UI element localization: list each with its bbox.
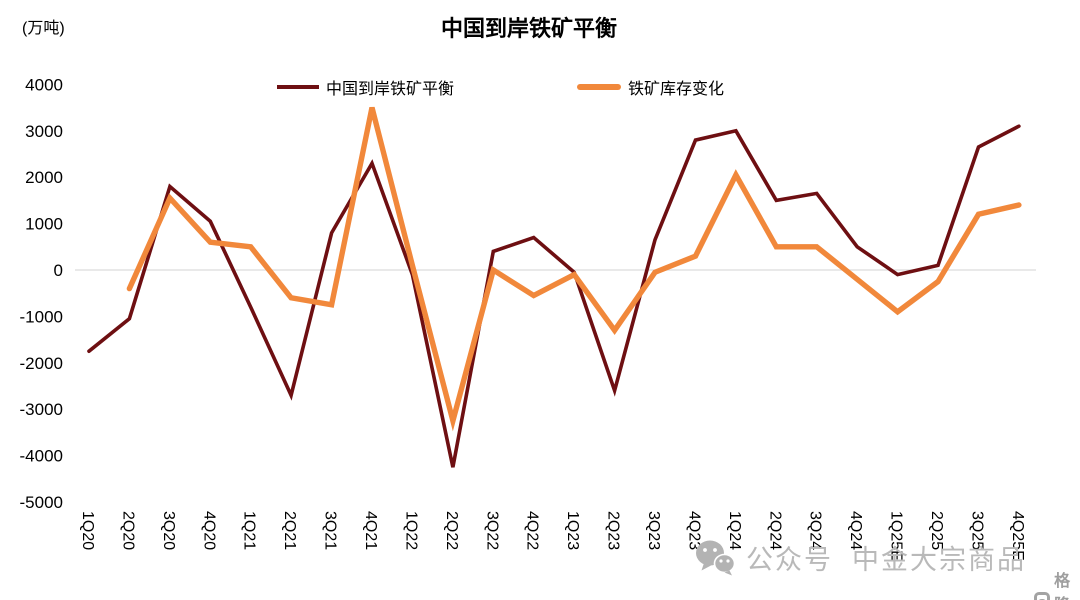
- watermark-text: 公众号 中金大宗商品: [746, 545, 1027, 575]
- y-tick-label: -3000: [20, 400, 63, 419]
- legend-item-inventory: 铁矿库存变化: [577, 76, 724, 98]
- x-tick-label: 1Q24: [726, 511, 743, 550]
- gelonghui-logo: G 格隆汇: [1034, 567, 1080, 600]
- x-tick-label: 3Q21: [322, 511, 339, 550]
- x-tick-label: 1Q21: [241, 511, 258, 550]
- x-tick-label: 4Q24: [847, 511, 864, 550]
- y-tick-label: -4000: [20, 447, 63, 466]
- x-tick-label: 3Q25: [968, 511, 985, 550]
- series-line-inventory: [126, 106, 1022, 432]
- y-tick-label: -5000: [20, 493, 63, 512]
- x-tick-label: 2Q24: [766, 511, 783, 550]
- y-tick-label: 0: [54, 261, 63, 280]
- x-tick-label: 1Q25E: [888, 511, 905, 561]
- x-tick-label: 2Q21: [281, 511, 298, 550]
- chart-title: 中国到岸铁矿平衡: [440, 16, 617, 41]
- x-tick-label: 3Q24: [807, 511, 824, 550]
- legend-label-inventory: 铁矿库存变化: [628, 81, 725, 98]
- wechat-icon: [696, 540, 736, 575]
- x-tick-label: 2Q23: [605, 511, 622, 550]
- y-tick-label: -1000: [20, 307, 63, 326]
- x-tick-label: 2Q20: [119, 511, 136, 550]
- y-axis-unit-label: (万吨): [22, 20, 65, 37]
- x-tick-label: 3Q23: [645, 511, 662, 550]
- x-tick-label: 3Q20: [160, 511, 177, 550]
- legend-swatch-balance: [277, 85, 319, 89]
- y-tick-label: 4000: [25, 75, 63, 94]
- x-tick-label: 1Q22: [402, 511, 419, 550]
- series-line-balance: [87, 124, 1021, 468]
- legend-item-balance: 中国到岸铁矿平衡: [277, 76, 454, 98]
- x-tick-label: 2Q25: [928, 511, 945, 550]
- y-tick-label: -2000: [20, 354, 63, 373]
- gelonghui-icon: G: [1034, 591, 1051, 600]
- x-tick-label: 4Q22: [524, 511, 541, 550]
- y-tick-label: 1000: [25, 215, 63, 234]
- legend: 中国到岸铁矿平衡 铁矿库存变化: [0, 76, 1080, 98]
- gelonghui-logo-text: 格隆汇: [1054, 573, 1071, 600]
- x-tick-label: 1Q20: [79, 511, 96, 550]
- x-tick-label: 4Q21: [362, 511, 379, 550]
- legend-label-balance: 中国到岸铁矿平衡: [326, 81, 455, 98]
- x-tick-label: 2Q22: [443, 511, 460, 550]
- x-tick-label: 4Q20: [200, 511, 217, 550]
- y-tick-label: 3000: [25, 122, 63, 141]
- x-tick-label: 1Q23: [564, 511, 581, 550]
- x-tick-label: 4Q25E: [1009, 511, 1026, 561]
- y-tick-label: 2000: [25, 168, 63, 187]
- x-tick-label: 3Q22: [483, 511, 500, 550]
- legend-swatch-inventory: [577, 84, 621, 90]
- x-tick-label: 4Q23: [685, 511, 702, 550]
- watermark: 公众号 中金大宗商品: [694, 538, 1026, 577]
